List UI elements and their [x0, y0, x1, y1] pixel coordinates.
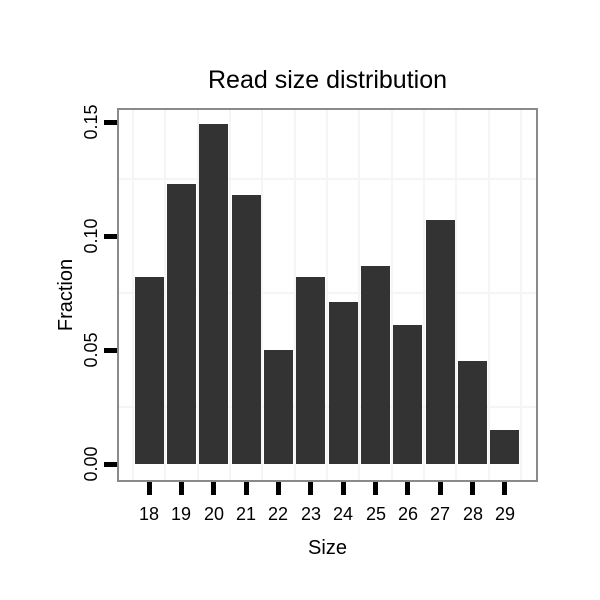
v-minor-gridline: [520, 110, 523, 480]
plot-panel: [117, 108, 538, 482]
x-tick-label: 25: [365, 504, 387, 524]
bar: [232, 195, 261, 464]
v-minor-gridline: [164, 110, 167, 480]
x-tick-label: 23: [300, 504, 322, 524]
v-minor-gridline: [293, 110, 296, 480]
v-minor-gridline: [131, 110, 134, 480]
bar: [426, 220, 455, 464]
x-tick: [373, 482, 378, 495]
v-minor-gridline: [487, 110, 490, 480]
bar: [490, 430, 519, 464]
y-axis-title: Fraction: [55, 258, 77, 332]
x-tick-label: 22: [267, 504, 289, 524]
bar: [458, 361, 487, 464]
x-tick: [341, 482, 346, 495]
y-tick-label: 0.05: [81, 332, 101, 368]
bar: [329, 302, 358, 464]
bar: [135, 277, 164, 464]
y-tick-label: 0.00: [81, 446, 101, 482]
x-tick-label: 27: [429, 504, 451, 524]
v-minor-gridline: [455, 110, 458, 480]
bar: [361, 266, 390, 464]
v-minor-gridline: [390, 110, 393, 480]
y-tick: [104, 120, 117, 125]
bar: [199, 124, 228, 464]
y-tick: [104, 234, 117, 239]
x-tick-label: 24: [332, 504, 354, 524]
x-axis-title: Size: [308, 537, 347, 559]
x-tick: [147, 482, 152, 495]
x-tick-label: 20: [203, 504, 225, 524]
bar: [296, 277, 325, 464]
x-tick: [244, 482, 249, 495]
x-tick-label: 28: [462, 504, 484, 524]
chart-title: Read size distribution: [207, 66, 447, 94]
y-tick: [104, 462, 117, 467]
bar: [393, 325, 422, 464]
v-minor-gridline: [423, 110, 426, 480]
x-tick-label: 26: [397, 504, 419, 524]
v-minor-gridline: [358, 110, 361, 480]
bar: [167, 184, 196, 464]
x-tick: [502, 482, 507, 495]
y-tick-label: 0.15: [81, 104, 101, 140]
x-tick: [179, 482, 184, 495]
x-tick-label: 19: [170, 504, 192, 524]
x-tick: [308, 482, 313, 495]
x-tick: [470, 482, 475, 495]
v-minor-gridline: [261, 110, 264, 480]
x-tick-label: 18: [138, 504, 160, 524]
v-minor-gridline: [228, 110, 231, 480]
x-tick-label: 29: [494, 504, 516, 524]
bar: [264, 350, 293, 464]
v-minor-gridline: [325, 110, 328, 480]
x-tick: [405, 482, 410, 495]
x-tick: [276, 482, 281, 495]
x-tick: [211, 482, 216, 495]
x-tick: [438, 482, 443, 495]
y-tick: [104, 348, 117, 353]
v-minor-gridline: [196, 110, 199, 480]
x-tick-label: 21: [235, 504, 257, 524]
y-tick-label: 0.10: [81, 218, 101, 254]
